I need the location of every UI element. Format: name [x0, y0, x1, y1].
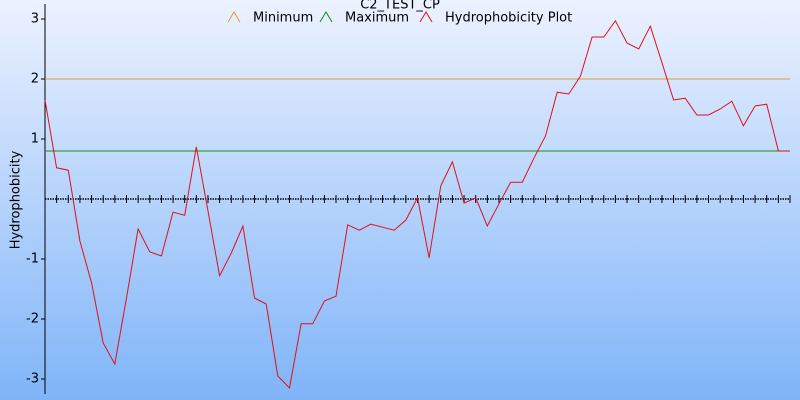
legend-label: Maximum [345, 11, 409, 26]
y-tick-label: 3 [31, 12, 39, 27]
data-line [44, 19, 790, 390]
legend-icon [419, 11, 433, 23]
chart-title: C2_TEST_CP [360, 0, 440, 13]
legend-label: Hydrophobicity Plot [445, 11, 572, 26]
legend-label: Minimum [253, 11, 313, 26]
y-tick-label: 1 [31, 132, 39, 147]
y-tick-label: -3 [26, 372, 39, 387]
legend-icon [227, 11, 241, 23]
y-axis-label: Hydrophobicity [9, 150, 24, 249]
y-tick-label: -2 [26, 312, 39, 327]
y-tick-label: 2 [31, 72, 39, 87]
y-tick-label: -1 [26, 252, 39, 267]
legend-icon [319, 11, 333, 23]
